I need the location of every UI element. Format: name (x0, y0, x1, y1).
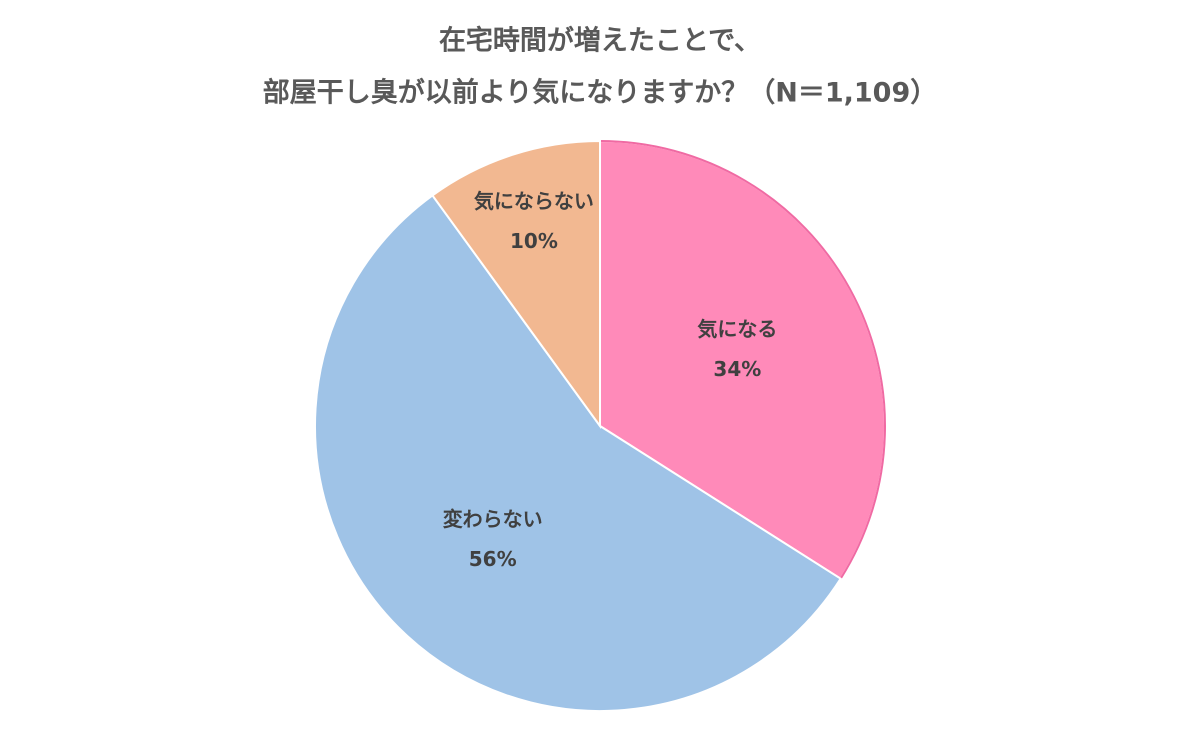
chart-title: 部屋干し臭が以前より気になりますか？（N＝1,109） (263, 77, 937, 109)
value-label: 10% (510, 229, 558, 253)
pie-slice (314, 194, 843, 712)
chart-title: 在宅時間が増えたことで、 (439, 25, 761, 57)
value-label: 56% (469, 547, 517, 571)
pie-slice (431, 139, 601, 430)
slice-label: 気にならない (474, 189, 594, 213)
slice-edge (599, 140, 886, 580)
slice-label: 変わらない (443, 507, 543, 531)
value-label: 34% (713, 357, 761, 381)
slice-label: 気になる (697, 317, 777, 341)
